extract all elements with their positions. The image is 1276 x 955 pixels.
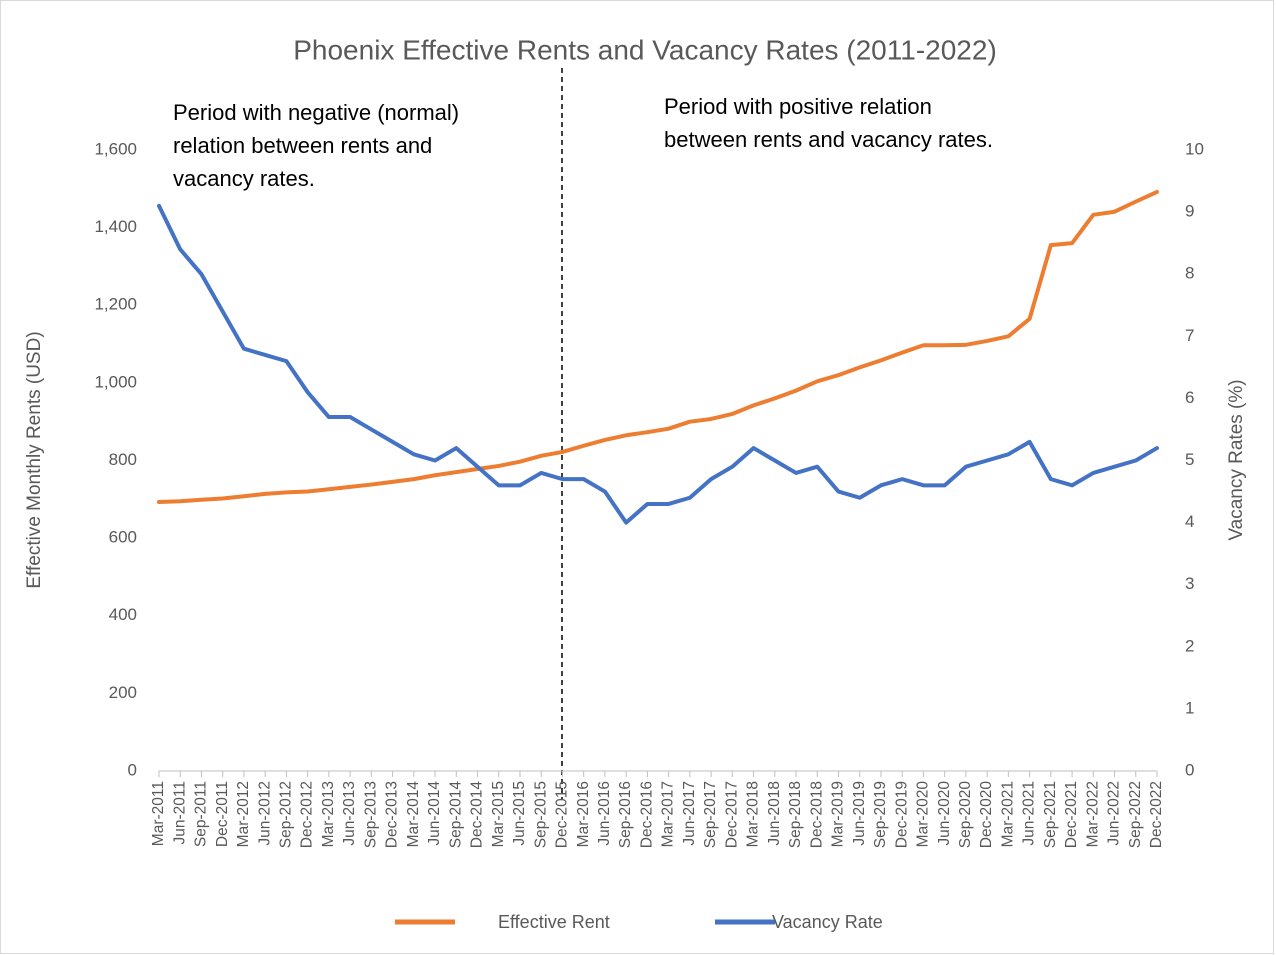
x-tick-label: Jun-2016 [596, 781, 613, 846]
x-tick-label: Sep-2018 [787, 781, 804, 848]
x-tick-label: Mar-2011 [150, 781, 167, 846]
x-tick-label: Mar-2017 [660, 781, 677, 847]
x-tick-label: Dec-2022 [1148, 781, 1165, 848]
x-tick-label: Mar-2022 [1084, 781, 1101, 847]
y2-tick-label: 10 [1185, 139, 1204, 158]
legend-label: Vacancy Rate [772, 912, 883, 932]
y2-tick-label: 5 [1185, 450, 1194, 469]
x-tick-label: Mar-2013 [320, 781, 337, 847]
x-tick-label: Sep-2016 [617, 781, 634, 848]
y-tick-label: 200 [109, 683, 137, 702]
x-tick-label: Mar-2018 [745, 781, 762, 847]
x-tick-label: Dec-2011 [214, 781, 231, 847]
x-tick-label: Jun-2022 [1106, 781, 1123, 846]
y2-tick-label: 7 [1185, 326, 1194, 345]
x-tick-label: Sep-2022 [1127, 781, 1144, 848]
x-tick-label: Jun-2020 [936, 781, 953, 846]
annotation: between rents and vacancy rates. [664, 127, 993, 152]
series-line [157, 203, 1159, 525]
x-tick-label: Dec-2021 [1063, 781, 1080, 848]
x-tick-label: Dec-2013 [384, 781, 401, 848]
x-tick-label: Dec-2019 [893, 781, 910, 848]
y-tick-label: 600 [109, 528, 137, 547]
x-tick-label: Sep-2015 [532, 781, 549, 848]
x-tick-label: Dec-2012 [299, 781, 316, 848]
x-tick-label: Jun-2018 [766, 781, 783, 846]
x-tick-label: Dec-2018 [808, 781, 825, 848]
annotation: relation between rents and [173, 133, 432, 158]
x-tick-label: Mar-2019 [830, 781, 847, 847]
x-tick-label: Jun-2017 [681, 781, 698, 846]
y-tick-label: 1,000 [94, 372, 137, 391]
x-tick-label: Jun-2015 [511, 781, 528, 846]
annotation: Period with positive relation [664, 94, 932, 119]
x-tick-label: Dec-2017 [723, 781, 740, 848]
legend-label: Effective Rent [498, 912, 610, 932]
x-tick-label: Mar-2021 [999, 781, 1016, 847]
y-tick-label: 800 [109, 450, 137, 469]
x-tick-label: Mar-2015 [490, 781, 507, 847]
x-tick-label: Dec-2016 [638, 781, 655, 848]
x-tick-label: Jun-2013 [341, 781, 358, 846]
y-tick-label: 0 [128, 760, 137, 779]
x-tick-label: Sep-2012 [277, 781, 294, 848]
x-tick-label: Mar-2020 [915, 781, 932, 848]
x-tick-label: Sep-2013 [362, 781, 379, 848]
y2-tick-label: 9 [1185, 202, 1194, 221]
y2-tick-label: 3 [1185, 574, 1194, 593]
x-tick-label: Jun-2014 [426, 781, 443, 846]
x-tick-label: Sep-2021 [1042, 781, 1059, 848]
series-line [157, 189, 1159, 505]
chart-title: Phoenix Effective Rents and Vacancy Rate… [293, 34, 997, 65]
x-tick-label: Sep-2014 [447, 781, 464, 849]
x-tick-label: Jun-2012 [256, 781, 273, 846]
x-tick-label: Sep-2011 [193, 781, 210, 847]
x-tick-label: Mar-2016 [575, 781, 592, 847]
annotation: Period with negative (normal) [173, 100, 459, 125]
x-tick-label: Mar-2012 [235, 781, 252, 847]
x-tick-label: Dec-2015 [554, 781, 571, 848]
x-tick-label: Jun-2021 [1021, 781, 1038, 846]
y2-axis-title: Vacancy Rates (%) [1226, 379, 1247, 540]
y-tick-label: 1,600 [94, 139, 137, 158]
y2-tick-label: 6 [1185, 388, 1194, 407]
x-tick-label: Mar-2014 [405, 781, 422, 848]
y2-tick-label: 8 [1185, 264, 1194, 283]
x-tick-label: Sep-2017 [702, 781, 719, 848]
y-tick-label: 400 [109, 605, 137, 624]
x-tick-label: Sep-2019 [872, 781, 889, 848]
y2-tick-label: 0 [1185, 760, 1194, 779]
x-tick-label: Dec-2020 [978, 781, 995, 849]
annotation: vacancy rates. [173, 166, 315, 191]
x-tick-label: Jun-2011 [171, 781, 188, 844]
y-tick-label: 1,200 [94, 295, 137, 314]
x-tick-label: Sep-2020 [957, 781, 974, 849]
y2-tick-label: 1 [1185, 698, 1194, 717]
x-tick-label: Jun-2019 [851, 781, 868, 846]
y2-tick-label: 4 [1185, 512, 1194, 531]
y-axis-title: Effective Monthly Rents (USD) [24, 331, 45, 588]
y2-tick-label: 2 [1185, 636, 1194, 655]
x-tick-label: Dec-2014 [469, 781, 486, 849]
y-tick-label: 1,400 [94, 217, 137, 236]
